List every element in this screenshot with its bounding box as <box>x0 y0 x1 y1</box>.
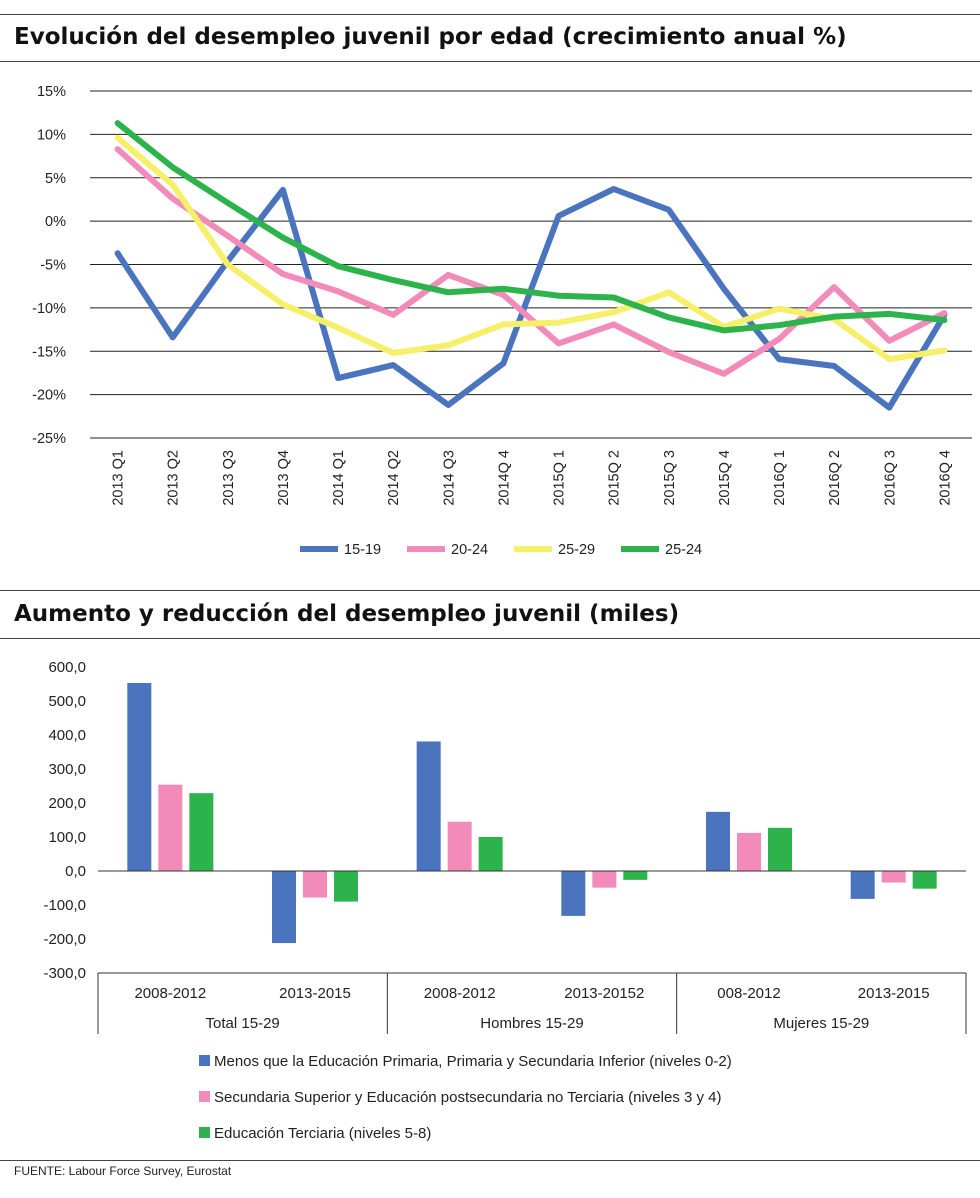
bar <box>706 811 730 871</box>
bar <box>623 871 648 880</box>
series-line-25-29 <box>114 134 948 363</box>
x-tick-label: 2013 Q3 <box>221 450 237 506</box>
y-tick-label: -5% <box>40 258 66 274</box>
x-tick-label: 2016Q 1 <box>772 450 788 506</box>
y-tick-label: 10% <box>37 127 66 143</box>
y-tick-label: 5% <box>45 171 66 187</box>
y-tick-label: 300,0 <box>48 761 86 778</box>
y-tick-label: -20% <box>32 388 66 404</box>
x-category-label: 008-2012 <box>717 985 780 1002</box>
bar <box>158 784 183 871</box>
legend-swatch <box>199 1091 210 1102</box>
y-tick-label: -10% <box>32 301 66 317</box>
legend-label: 15-19 <box>344 542 381 558</box>
y-tick-label: -15% <box>32 344 66 360</box>
bar <box>850 871 875 899</box>
x-tick-label: 2014 Q3 <box>441 450 457 506</box>
x-category-label: 2013-2015 <box>858 985 930 1002</box>
x-tick-label: 2015Q 3 <box>662 450 678 506</box>
x-tick-label: 2013 Q2 <box>166 450 182 506</box>
bar <box>416 741 441 871</box>
x-tick-label: 2013 Q4 <box>276 450 292 506</box>
bar <box>592 871 617 888</box>
legend-label: Secundaria Superior y Educación postsecu… <box>214 1089 722 1106</box>
legend-swatch <box>199 1127 210 1138</box>
bar <box>561 871 586 916</box>
source-note: FUENTE: Labour Force Survey, Eurostat <box>14 1164 232 1178</box>
bar <box>478 837 503 871</box>
group-label: Mujeres 15-29 <box>773 1015 869 1032</box>
y-tick-label: -25% <box>32 431 66 447</box>
bar-chart-title: Aumento y reducción del desempleo juveni… <box>14 601 680 627</box>
x-tick-label: 2015Q 2 <box>607 450 623 506</box>
bar <box>912 871 937 889</box>
y-tick-label: 200,0 <box>48 795 86 812</box>
group-label: Hombres 15-29 <box>480 1015 583 1032</box>
y-tick-label: 500,0 <box>48 693 86 710</box>
legend-label: Educación Terciaria (niveles 5-8) <box>214 1125 431 1142</box>
line-chart-title: Evolución del desempleo juvenil por edad… <box>14 24 847 50</box>
y-tick-label: 0,0 <box>65 863 86 880</box>
legend-label: 25-24 <box>665 542 702 558</box>
y-tick-label: -200,0 <box>43 931 86 948</box>
title-rule-2 <box>0 638 980 639</box>
series-line-20-24 <box>114 146 948 377</box>
bar <box>127 682 152 871</box>
y-tick-label: 0% <box>45 214 66 230</box>
bar <box>272 871 296 944</box>
legend-label: Menos que la Educación Primaria, Primari… <box>214 1053 732 1070</box>
legend-label: 25-29 <box>558 542 595 558</box>
y-tick-label: 600,0 <box>48 659 86 676</box>
bar-chart: 600,0 500,0 400,0 300,0 200,0 100,0 0,0 -100,0 -… <box>43 659 967 1142</box>
x-tick-label: 2014Q 4 <box>496 450 512 506</box>
bar <box>447 821 472 871</box>
y-tick-label: 100,0 <box>48 829 86 846</box>
legend-swatch <box>199 1055 210 1066</box>
y-tick-label: 15% <box>37 84 66 100</box>
y-tick-label: 400,0 <box>48 727 86 744</box>
y-tick-label: -300,0 <box>43 965 86 982</box>
top-rule <box>0 14 980 15</box>
line-chart: 15% 10% 5% 0% -5% -10% -15% -20% -25% 2013 Q1 2013… <box>32 84 972 558</box>
bar <box>737 832 761 871</box>
legend-label: 20-24 <box>451 542 488 558</box>
x-tick-label: 2016Q 2 <box>827 450 843 506</box>
x-tick-label: 2016Q 3 <box>882 450 898 506</box>
bottom-rule <box>0 1160 980 1161</box>
series-line-25-24 <box>114 120 948 334</box>
y-tick-label: -100,0 <box>43 897 86 914</box>
x-tick-label: 2014 Q2 <box>386 450 402 506</box>
bar <box>768 827 792 871</box>
bar <box>881 871 906 883</box>
section-rule <box>0 590 980 591</box>
title-rule-1 <box>0 61 980 62</box>
x-tick-label: 2013 Q1 <box>111 450 127 506</box>
x-category-label: 2013-20152 <box>564 985 644 1002</box>
x-category-label: 2008-2012 <box>134 985 206 1002</box>
x-tick-label: 2016Q 4 <box>937 450 953 506</box>
x-category-label: 2008-2012 <box>424 985 496 1002</box>
x-tick-label: 2015Q 1 <box>552 450 568 506</box>
bar <box>189 793 214 871</box>
bar <box>303 871 327 898</box>
x-category-label: 2013-2015 <box>279 985 351 1002</box>
group-label: Total 15-29 <box>206 1015 280 1032</box>
x-tick-label: 2015Q 4 <box>717 450 733 506</box>
x-tick-label: 2014 Q1 <box>331 450 347 506</box>
bar <box>334 871 358 902</box>
